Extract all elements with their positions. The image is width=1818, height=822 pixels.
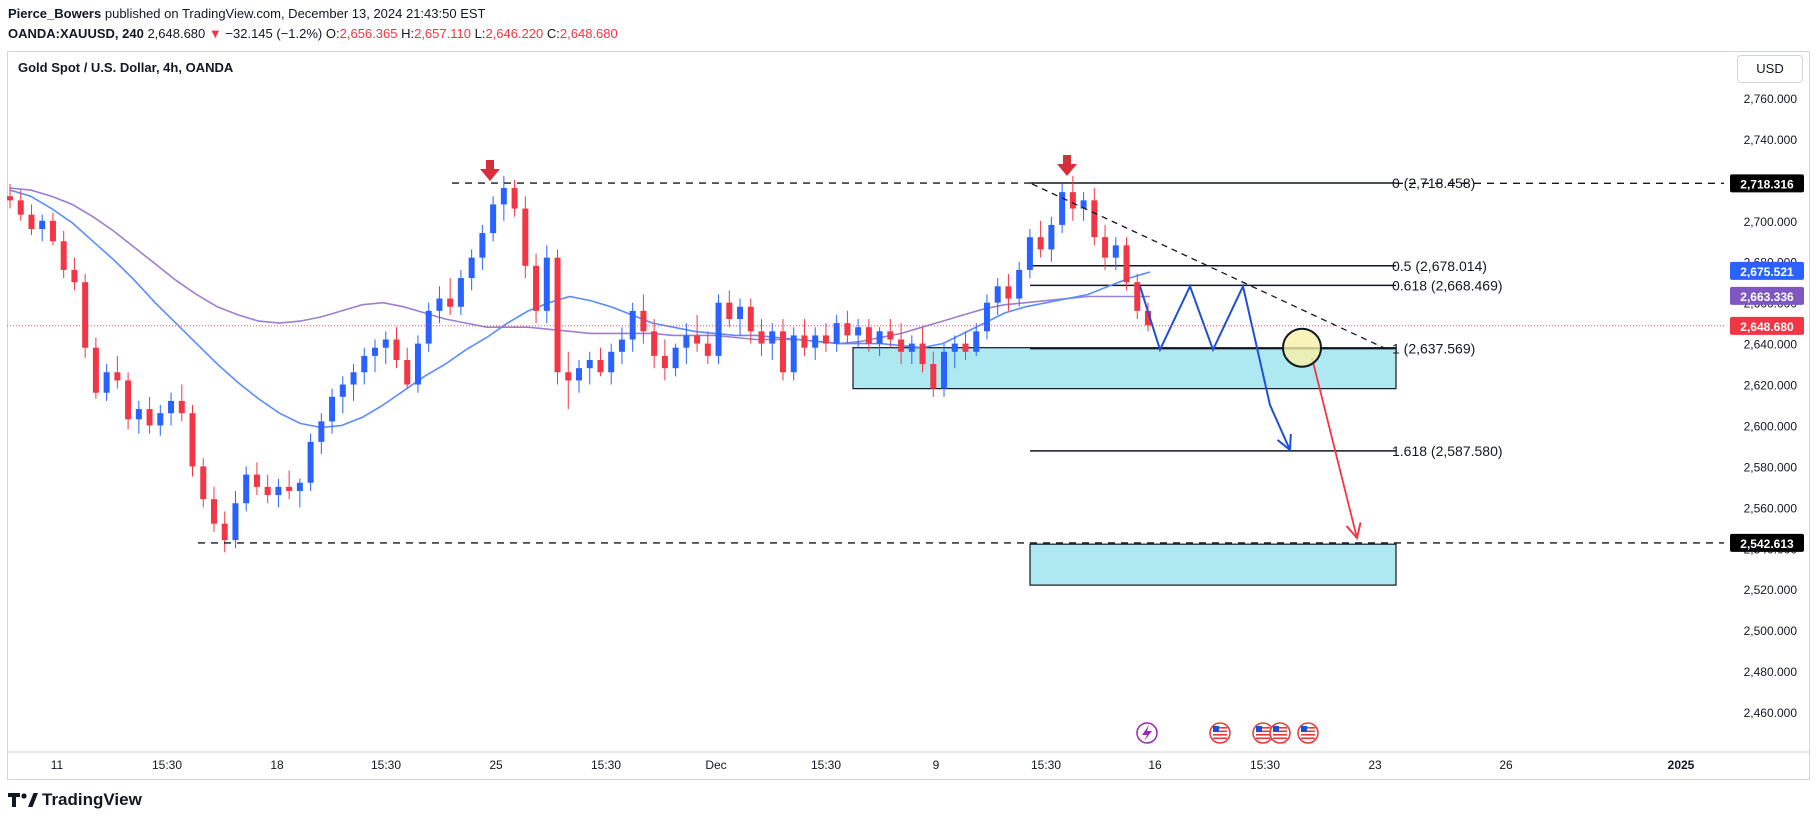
publish-header: Pierce_Bowers published on TradingView.c… (8, 4, 618, 44)
chart-title: Gold Spot / U.S. Dollar, 4h, OANDA (18, 60, 234, 75)
author-name[interactable]: Pierce_Bowers (8, 6, 102, 21)
tradingview-brand: TradingView (42, 790, 142, 809)
down-arrow-icon: ▼ (208, 26, 222, 41)
published-text: published on TradingView.com, December 1… (104, 6, 486, 21)
high-label: H: (401, 26, 415, 41)
open-value: 2,656.365 (339, 26, 398, 41)
last-price: 2,648.680 (147, 26, 206, 41)
open-label: O: (325, 26, 340, 41)
close-label: C: (546, 26, 560, 41)
low-label: L: (474, 26, 486, 41)
high-value: 2,657.110 (414, 26, 471, 41)
low-value: 2,646.220 (485, 26, 544, 41)
price-change: −32.145 (−1.2%) (225, 26, 323, 41)
symbol-label: OANDA:XAUUSD, 240 (8, 26, 144, 41)
currency-button[interactable]: USD (1737, 55, 1803, 83)
close-value: 2,648.680 (559, 26, 618, 41)
tradingview-logo[interactable]: TradingView (8, 790, 142, 810)
tradingview-logo-icon (8, 793, 38, 807)
chart-frame (7, 51, 1810, 780)
